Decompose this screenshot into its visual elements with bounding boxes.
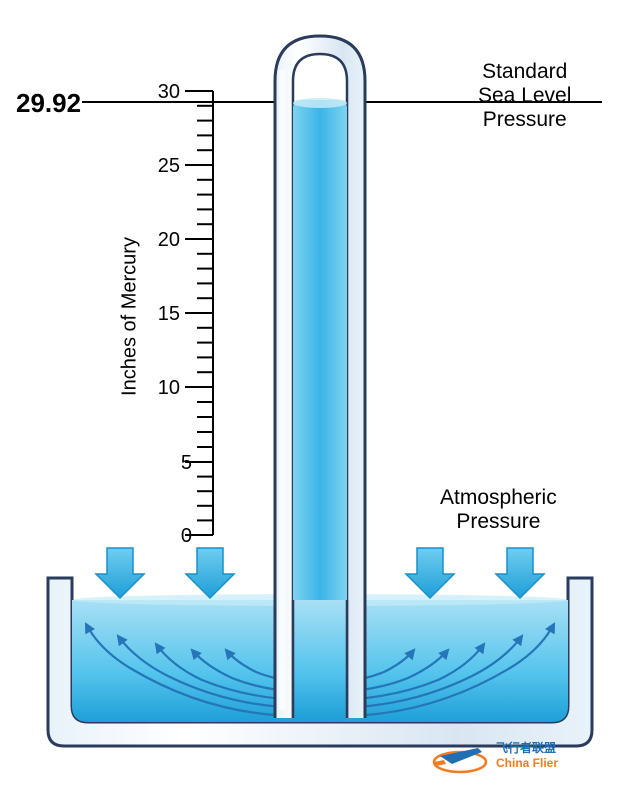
down-arrow-icon: [496, 548, 544, 598]
watermark-text: 飞行者联盟 China Flier: [496, 741, 558, 771]
watermark-logo-icon: [430, 734, 490, 778]
down-arrow-icon: [406, 548, 454, 598]
meniscus: [293, 98, 347, 108]
watermark: 飞行者联盟 China Flier: [430, 732, 640, 780]
glass-highlight: [279, 70, 285, 710]
scale-ruler: [185, 91, 213, 535]
down-arrow-icon: [186, 548, 234, 598]
tube-base-blend: [293, 600, 347, 720]
barometer-svg: [0, 0, 640, 790]
barometer-diagram: 29.92 Standard Sea Level Pressure Atmosp…: [0, 0, 640, 790]
watermark-en: China Flier: [496, 756, 558, 771]
down-arrow-icon: [96, 548, 144, 598]
watermark-cn: 飞行者联盟: [496, 741, 558, 756]
